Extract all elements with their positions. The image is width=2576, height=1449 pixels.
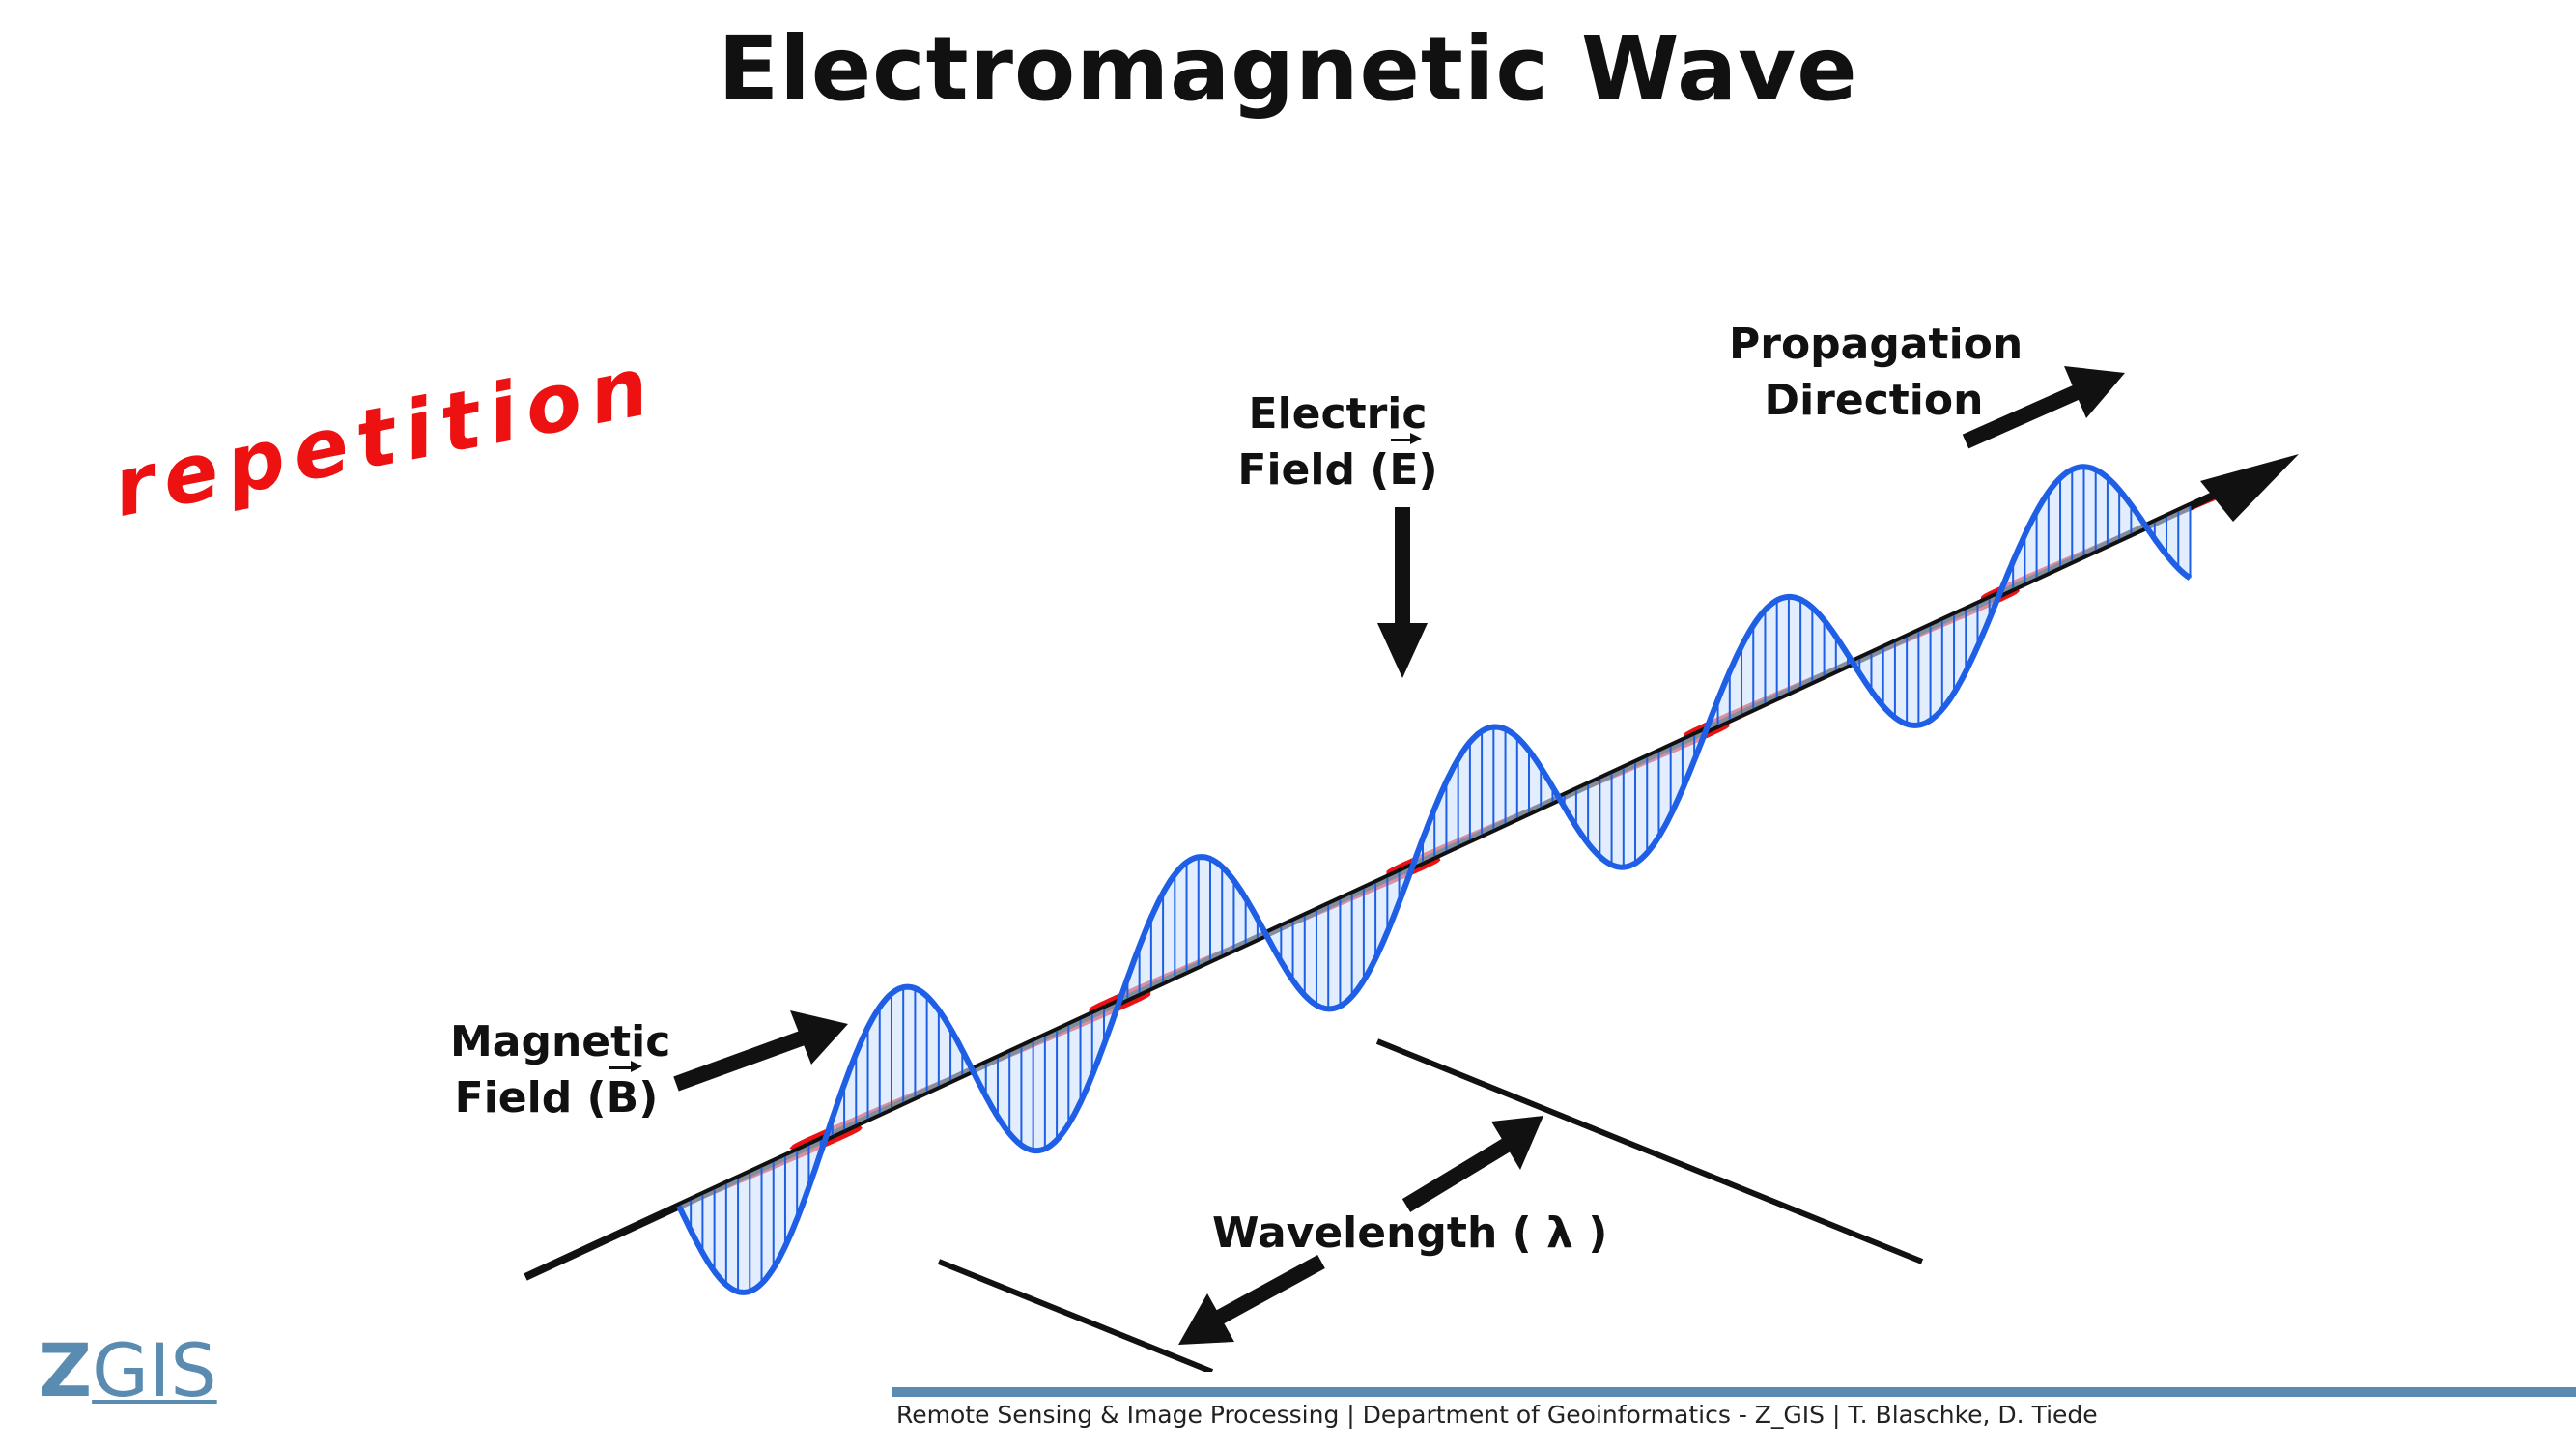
electric-field-arrow: [1377, 507, 1428, 678]
electric-field-label-line2: Field (E): [1227, 433, 1449, 498]
electric-field-label-line1: Electric: [1248, 389, 1428, 439]
zgis-logo-z: Z: [39, 1327, 93, 1413]
footer-credits: Remote Sensing & Image Processing | Depa…: [896, 1401, 2098, 1429]
wavelength-arrow-up: [1401, 1116, 1543, 1212]
propagation-direction-label-line2: Direction: [1764, 376, 1984, 425]
zgis-logo: ZGIS: [39, 1327, 217, 1413]
wavelength-label: Wavelength ( λ ): [1212, 1208, 1608, 1258]
electric-field-wave: [676, 464, 2193, 1295]
electric-vector-symbol: E: [1389, 433, 1423, 498]
wavelength-arrow-down: [1178, 1254, 1325, 1345]
zgis-logo-gis: GIS: [92, 1327, 217, 1413]
propagation-direction-label: Propagation Direction: [1729, 317, 2024, 429]
wavelength-bracket-left: [937, 1259, 1214, 1372]
magnetic-field-label: Magnetic Field (B): [450, 1014, 671, 1126]
magnetic-field-label-line1: Magnetic: [450, 1017, 671, 1066]
magnetic-vector-symbol: B: [607, 1061, 642, 1126]
wavelength-bracket-right: [1375, 1038, 1924, 1264]
electric-field-label: Electric Field (E): [1227, 386, 1449, 498]
propagation-axis-arrowhead: [2200, 454, 2299, 522]
page-title: Electromagnetic Wave: [718, 17, 1858, 121]
magnetic-field-arrow: [673, 1010, 848, 1092]
magnetic-field-label-line2: Field (B): [450, 1061, 663, 1126]
propagation-direction-label-line1: Propagation: [1729, 320, 2024, 369]
propagation-direction-arrow: [1962, 366, 2125, 449]
footer-divider: [892, 1387, 2576, 1397]
